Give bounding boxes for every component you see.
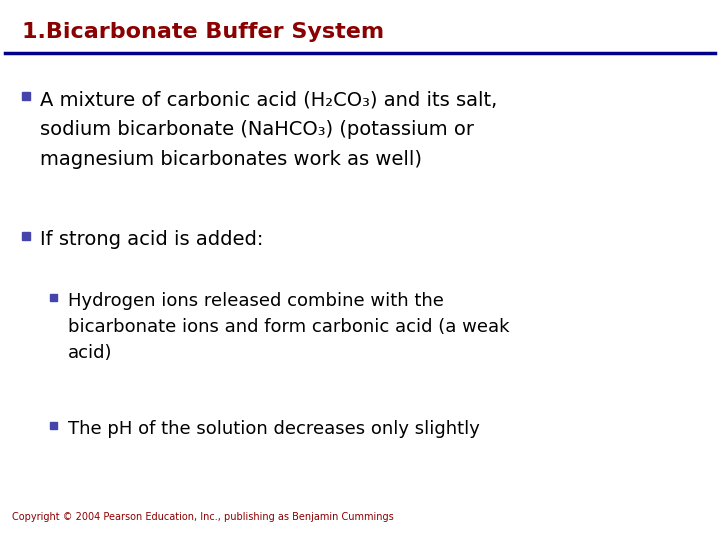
Text: magnesium bicarbonates work as well): magnesium bicarbonates work as well)	[40, 150, 422, 169]
Text: Hydrogen ions released combine with the: Hydrogen ions released combine with the	[68, 292, 444, 310]
Text: 1.Bicarbonate Buffer System: 1.Bicarbonate Buffer System	[22, 22, 384, 42]
Text: Copyright © 2004 Pearson Education, Inc., publishing as Benjamin Cummings: Copyright © 2004 Pearson Education, Inc.…	[12, 512, 394, 522]
Text: A mixture of carbonic acid (H₂CO₃) and its salt,: A mixture of carbonic acid (H₂CO₃) and i…	[40, 90, 498, 109]
Text: The pH of the solution decreases only slightly: The pH of the solution decreases only sl…	[68, 420, 480, 438]
Text: sodium bicarbonate (NaHCO₃) (potassium or: sodium bicarbonate (NaHCO₃) (potassium o…	[40, 120, 474, 139]
Text: If strong acid is added:: If strong acid is added:	[40, 230, 264, 249]
FancyBboxPatch shape	[22, 232, 30, 240]
Text: bicarbonate ions and form carbonic acid (a weak: bicarbonate ions and form carbonic acid …	[68, 318, 510, 336]
Text: acid): acid)	[68, 344, 112, 362]
FancyBboxPatch shape	[50, 294, 57, 301]
FancyBboxPatch shape	[50, 422, 57, 429]
FancyBboxPatch shape	[22, 92, 30, 100]
